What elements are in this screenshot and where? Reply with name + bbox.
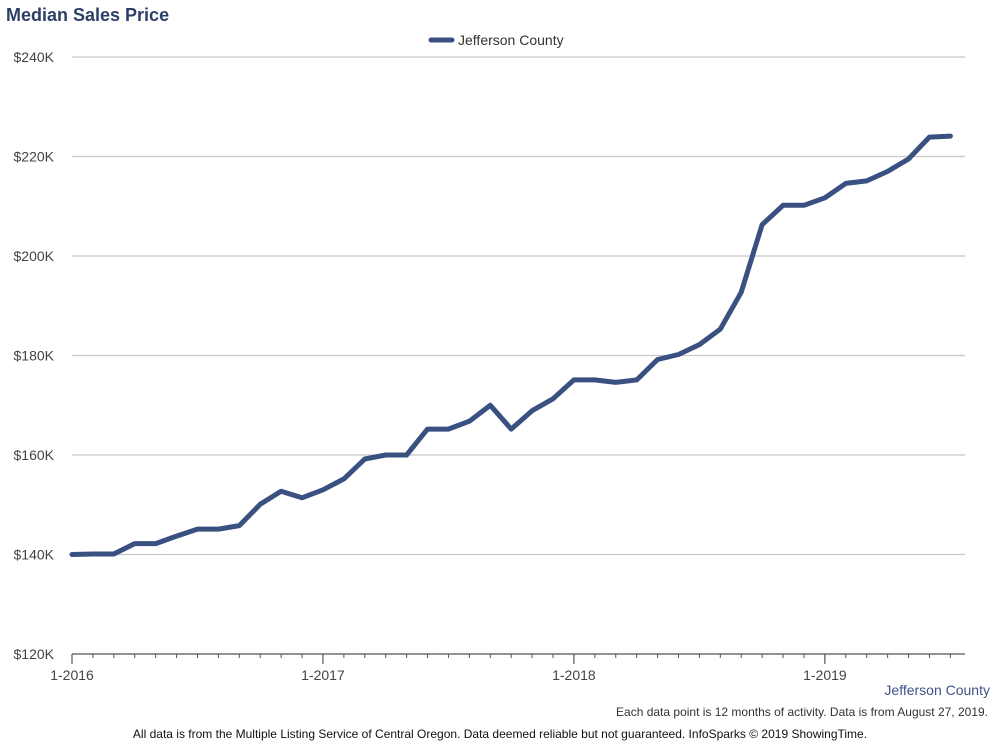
- y-axis-labels: $120K $140K $160K $180K $200K $220K $240K: [14, 49, 55, 662]
- gridlines: [72, 56, 965, 556]
- axes: [71, 653, 965, 664]
- y-tick-label: $120K: [14, 646, 55, 662]
- y-tick-label: $140K: [14, 547, 55, 563]
- x-tick-label: 1-2016: [50, 667, 94, 683]
- x-tick-label: 1-2019: [803, 667, 847, 683]
- x-axis-labels: 1-2016 1-2017 1-2018 1-2019: [50, 667, 847, 683]
- y-tick-label: $240K: [14, 49, 55, 65]
- series-jefferson-county: [69, 133, 953, 557]
- chart-title: Median Sales Price: [6, 5, 170, 25]
- y-tick-label: $220K: [14, 149, 55, 165]
- legend: Jefferson County: [428, 32, 564, 48]
- data-note: Each data point is 12 months of activity…: [616, 705, 988, 719]
- x-tick-label: 1-2018: [552, 667, 596, 683]
- x-tick-label: 1-2017: [301, 667, 345, 683]
- y-tick-label: $180K: [14, 348, 55, 364]
- y-tick-label: $200K: [14, 248, 55, 264]
- series-line: [69, 133, 953, 557]
- series-tag: Jefferson County: [884, 682, 990, 698]
- y-tick-label: $160K: [14, 447, 55, 463]
- legend-label: Jefferson County: [458, 32, 564, 48]
- footer-disclaimer: All data is from the Multiple Listing Se…: [132, 727, 868, 741]
